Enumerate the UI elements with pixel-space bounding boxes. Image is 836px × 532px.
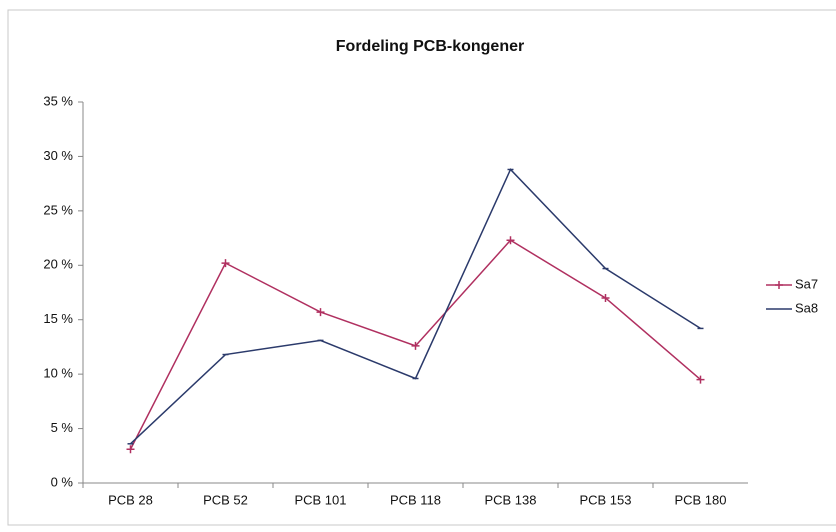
- x-tick-label: PCB 52: [203, 492, 248, 507]
- x-tick-label: PCB 101: [294, 492, 346, 507]
- y-tick-label: 0 %: [51, 474, 74, 489]
- x-tick-label: PCB 180: [674, 492, 726, 507]
- point-marker: [126, 445, 135, 454]
- legend-label: Sa7: [795, 276, 818, 291]
- legend-marker: [775, 281, 783, 289]
- y-tick-label: 30 %: [43, 148, 73, 163]
- y-tick-label: 15 %: [43, 311, 73, 326]
- y-tick-label: 10 %: [43, 366, 73, 381]
- x-tick-label: PCB 28: [108, 492, 153, 507]
- point-marker: [506, 236, 515, 245]
- y-tick-label: 35 %: [43, 93, 73, 108]
- x-tick-label: PCB 138: [484, 492, 536, 507]
- y-tick-label: 25 %: [43, 202, 73, 217]
- point-marker: [221, 259, 230, 268]
- x-tick-label: PCB 118: [390, 492, 441, 507]
- point-marker: [411, 341, 420, 350]
- point-marker: [316, 308, 325, 317]
- point-marker: [696, 375, 705, 384]
- x-tick-label: PCB 153: [579, 492, 631, 507]
- chart-title: Fordeling PCB-kongener: [336, 38, 524, 55]
- chart-frame: [7, 9, 836, 526]
- point-marker: [601, 293, 610, 302]
- legend-label: Sa8: [795, 300, 818, 315]
- y-tick-label: 5 %: [51, 420, 74, 435]
- y-tick-label: 20 %: [43, 257, 73, 272]
